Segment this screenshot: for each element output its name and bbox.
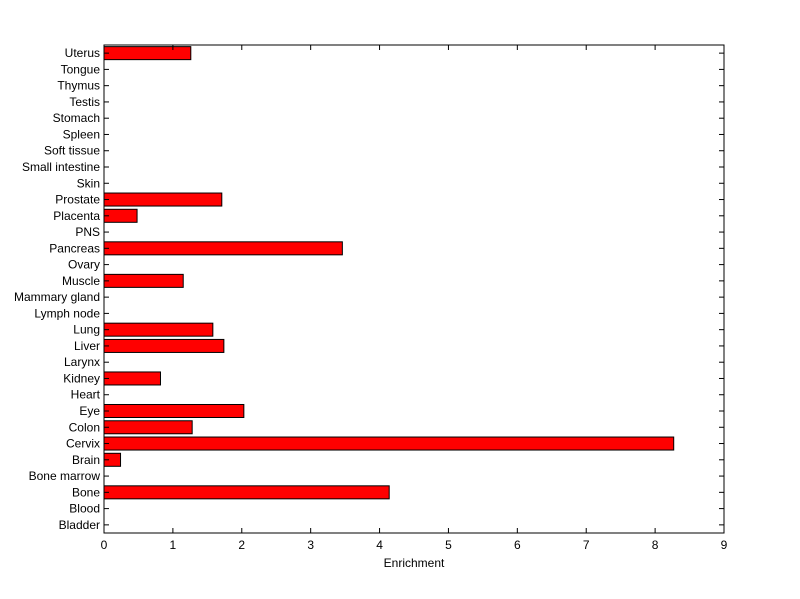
y-tick-label: Eye xyxy=(79,404,100,418)
bar-prostate xyxy=(103,192,223,207)
y-tick-label: Skin xyxy=(77,176,100,190)
y-tick-label: Lymph node xyxy=(34,306,100,320)
y-tick-label: Thymus xyxy=(57,79,100,93)
x-tick-label: 2 xyxy=(238,538,245,552)
y-tick-label: Bone xyxy=(72,485,100,499)
x-tick-label: 4 xyxy=(376,538,383,552)
y-tick-label: Ovary xyxy=(68,258,100,272)
bar-uterus xyxy=(103,46,192,61)
y-tick-label: Kidney xyxy=(63,371,100,385)
bar-colon xyxy=(103,420,193,435)
y-tick-label: Prostate xyxy=(55,193,100,207)
plot-area xyxy=(103,44,725,534)
y-tick-label: Soft tissue xyxy=(44,144,100,158)
x-tick-label: 9 xyxy=(721,538,728,552)
y-tick-label: Liver xyxy=(74,339,100,353)
y-tick-label: Colon xyxy=(69,420,100,434)
y-tick-label: Heart xyxy=(71,388,101,402)
y-tick-label: Pancreas xyxy=(49,241,100,255)
bar-kidney xyxy=(103,371,161,386)
y-tick-label: Blood xyxy=(69,502,100,516)
bar-eye xyxy=(103,403,245,419)
bar-lung xyxy=(103,322,214,337)
x-tick-label: 3 xyxy=(307,538,314,552)
bar-bone xyxy=(103,485,390,500)
x-tick-label: 5 xyxy=(445,538,452,552)
y-tick-label: Testis xyxy=(69,95,100,109)
y-tick-label: Brain xyxy=(72,453,100,467)
y-tick-label: Small intestine xyxy=(22,160,100,174)
y-tick-label: Lung xyxy=(73,323,100,337)
x-axis-label: Enrichment xyxy=(384,556,445,570)
y-tick-label: Placenta xyxy=(53,209,100,223)
x-tick-label: 8 xyxy=(652,538,659,552)
bar-cervix xyxy=(103,436,675,451)
x-tick-label: 1 xyxy=(170,538,177,552)
y-tick-label: Uterus xyxy=(65,46,100,60)
bar-liver xyxy=(103,338,225,353)
bar-muscle xyxy=(103,273,184,288)
y-tick-label: Tongue xyxy=(61,62,101,76)
y-tick-label: Cervix xyxy=(66,437,100,451)
bars-group xyxy=(103,46,675,500)
y-ticks-group: Bladder Blood Bone Bone marrow Brain Cervix Co… xyxy=(14,46,724,532)
y-tick-label: Muscle xyxy=(62,274,100,288)
y-tick-label: Bladder xyxy=(59,518,100,532)
y-tick-label: PNS xyxy=(75,225,100,239)
x-tick-label: 0 xyxy=(101,538,108,552)
x-tick-label: 7 xyxy=(583,538,590,552)
y-tick-label: Bone marrow xyxy=(29,469,101,483)
y-tick-label: Spleen xyxy=(63,127,100,141)
x-ticks-group: 0 1 2 3 4 5 6 7 8 9 xyxy=(101,45,728,552)
bar-pancreas xyxy=(103,241,343,256)
y-tick-label: Mammary gland xyxy=(14,290,100,304)
y-tick-label: Stomach xyxy=(53,111,100,125)
x-tick-label: 6 xyxy=(514,538,521,552)
y-tick-label: Larynx xyxy=(64,355,100,369)
